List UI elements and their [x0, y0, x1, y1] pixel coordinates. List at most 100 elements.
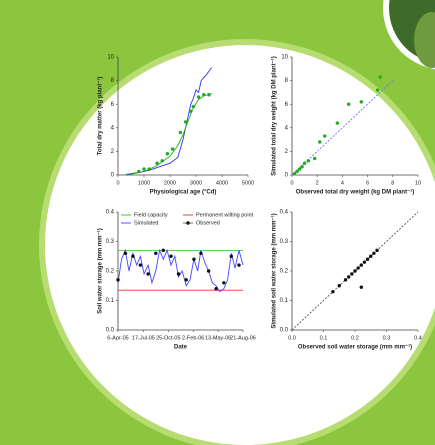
data-point — [196, 95, 201, 99]
x-tick-label: 21-Aug-06 — [230, 335, 256, 341]
legend-swatch — [186, 221, 190, 225]
y-tick-label: 0 — [285, 173, 289, 179]
data-point — [365, 257, 370, 261]
y-tick-label: 0.0 — [280, 328, 289, 334]
data-point — [222, 281, 226, 285]
y-tick-label: 8 — [285, 78, 289, 84]
data-point — [375, 248, 379, 253]
data-point — [146, 272, 150, 276]
data-point — [353, 269, 357, 273]
data-point — [191, 104, 196, 109]
data-point — [137, 169, 141, 174]
y-axis-label: Total dry matter (kg plant⁻¹) — [97, 77, 104, 156]
data-point — [312, 156, 317, 161]
x-tick-label: 4 — [341, 180, 344, 186]
x-tick-label: 2000 — [164, 180, 176, 186]
series-line — [117, 248, 244, 293]
data-point — [331, 289, 335, 294]
x-tick-label: 0 — [116, 180, 119, 186]
data-point — [154, 251, 158, 255]
data-point — [369, 254, 373, 258]
data-point — [297, 167, 302, 171]
x-tick-label: 6 — [366, 180, 369, 186]
data-point — [347, 275, 351, 279]
x-axis-label: Date — [174, 345, 188, 351]
data-point — [176, 272, 181, 276]
data-point — [147, 167, 151, 171]
data-point — [138, 263, 143, 267]
x-tick-label: 0.0 — [288, 335, 296, 341]
data-point — [214, 287, 218, 291]
x-tick-label: 8 — [391, 180, 394, 186]
data-point — [359, 263, 363, 267]
x-tick-label: 5000 — [242, 180, 254, 186]
y-tick-label: 0.1 — [106, 298, 115, 304]
series-line — [125, 93, 212, 175]
x-tick-label: 2 — [316, 180, 319, 186]
y-tick-label: 10 — [281, 55, 288, 61]
x-tick-label: 4000 — [216, 180, 228, 186]
circle-panel — [45, 45, 435, 445]
x-tick-label: 17-Jul-05 — [132, 335, 155, 341]
photo-leaf — [414, 12, 435, 68]
y-tick-label: 2 — [111, 149, 115, 155]
y-tick-label: 4 — [111, 125, 115, 131]
data-point — [302, 161, 307, 165]
data-point — [165, 152, 170, 156]
data-point — [343, 278, 348, 282]
data-point — [295, 169, 299, 174]
legend-label: Field capacity — [134, 212, 168, 218]
data-point — [372, 251, 376, 255]
data-point — [359, 100, 363, 104]
y-tick-label: 0.1 — [280, 298, 289, 304]
data-point — [192, 257, 196, 261]
data-point — [160, 159, 164, 163]
data-point — [206, 269, 211, 273]
y-tick-label: 0.0 — [106, 328, 115, 334]
x-tick-label: 0.1 — [320, 335, 328, 341]
x-axis-label: Observed total dry weight (kg DM plant⁻¹… — [296, 189, 415, 196]
x-axis-label: Physiological age (°Cd) — [150, 190, 217, 196]
y-tick-label: 8 — [111, 78, 115, 84]
data-point — [362, 260, 367, 264]
data-point — [155, 161, 159, 165]
data-point — [375, 88, 380, 92]
data-point — [356, 266, 360, 270]
data-point — [335, 121, 340, 125]
x-tick-label: 3000 — [190, 180, 202, 186]
data-point — [300, 165, 304, 169]
y-tick-label: 0.4 — [280, 210, 289, 216]
data-point — [131, 254, 135, 258]
y-tick-label: 0.2 — [106, 269, 115, 275]
data-point — [318, 140, 322, 144]
data-point — [378, 75, 382, 79]
y-axis-label: Simulated total dry weight (kg DM plant⁻… — [271, 56, 278, 176]
legend-label: Permanent wilting point — [196, 212, 254, 218]
x-tick-label: 2-Feb-06 — [182, 335, 204, 341]
x-tick-label: 10 — [415, 180, 421, 186]
x-axis-label: Observed soil water storage (mm mm⁻¹) — [298, 344, 412, 351]
legend-label: Simulated — [134, 220, 158, 226]
x-tick-label: 0 — [290, 180, 293, 186]
y-tick-label: 10 — [107, 55, 114, 61]
data-point — [184, 278, 188, 282]
data-point — [199, 251, 203, 255]
x-tick-label: 1000 — [138, 180, 150, 186]
data-point — [350, 272, 354, 276]
data-point — [207, 93, 211, 97]
data-point — [116, 278, 120, 282]
x-tick-label: 6-Apr-05 — [107, 335, 128, 341]
data-point — [169, 254, 173, 258]
data-point — [237, 263, 241, 267]
data-point — [161, 248, 166, 253]
y-tick-label: 4 — [285, 125, 289, 131]
data-point — [323, 134, 327, 138]
y-tick-label: 6 — [111, 102, 115, 108]
x-tick-label: 0.3 — [383, 335, 391, 341]
y-tick-label: 0.4 — [106, 210, 115, 216]
data-point — [347, 102, 351, 106]
data-point — [229, 254, 233, 258]
y-tick-label: 0 — [111, 173, 115, 179]
